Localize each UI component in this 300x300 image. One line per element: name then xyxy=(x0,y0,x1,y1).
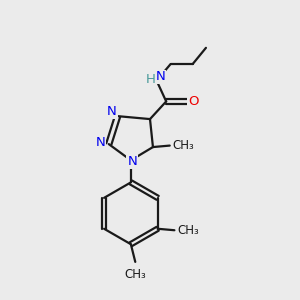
Text: CH₃: CH₃ xyxy=(124,268,146,281)
Text: H: H xyxy=(146,73,156,86)
Text: CH₃: CH₃ xyxy=(177,224,199,237)
Text: CH₃: CH₃ xyxy=(173,139,194,152)
Text: N: N xyxy=(128,155,137,168)
Text: O: O xyxy=(188,95,199,108)
Text: N: N xyxy=(96,136,105,149)
Text: N: N xyxy=(107,105,117,118)
Text: N: N xyxy=(155,70,165,83)
